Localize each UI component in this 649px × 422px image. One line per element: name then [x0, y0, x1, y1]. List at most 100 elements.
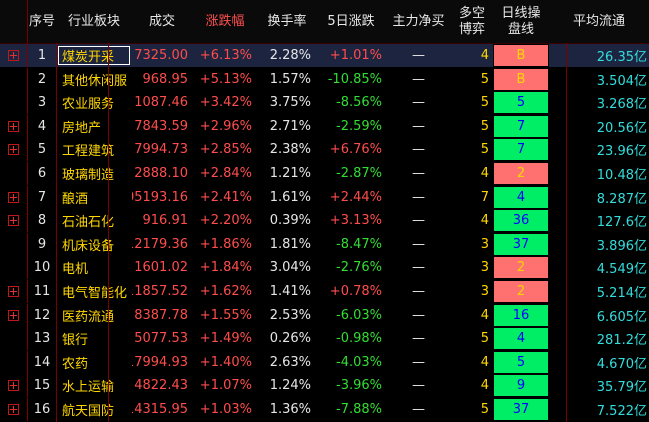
row-turnover: 1.57%	[269, 71, 311, 87]
row-expand-cell[interactable]	[0, 303, 28, 327]
row-sector-name[interactable]: 银行	[62, 333, 89, 349]
row-expand-cell[interactable]	[0, 114, 28, 138]
row-expand-cell	[0, 350, 28, 374]
row-avg-float: 4.670亿	[596, 356, 647, 372]
row-sector-name[interactable]: 其他休闲服	[62, 73, 128, 89]
row-avg-float: 3.268亿	[596, 97, 647, 113]
daily-signal-badge: B	[493, 44, 549, 67]
daily-signal-badge: 5	[493, 91, 549, 115]
row-expand-cell[interactable]	[0, 374, 28, 398]
table-row[interactable]: 12 医药流通 8387.78 +1.55% 2.53% -6.03% — 4 16 6.605亿	[0, 303, 649, 327]
row-change-pct: +1.55%	[199, 307, 252, 323]
header-volume[interactable]: 成交	[148, 13, 175, 29]
row-long-short: 4	[480, 213, 489, 229]
table-row[interactable]: 4 房地产 7843.59 +2.96% 2.71% -2.59% — 5 7 20.56亿	[0, 114, 649, 138]
expand-plus-icon[interactable]	[8, 309, 19, 321]
header-long-short[interactable]: 多空 博弈	[451, 0, 493, 43]
row-seq: 14	[33, 354, 51, 370]
row-expand-cell[interactable]	[0, 138, 28, 162]
row-seq: 8	[37, 213, 47, 229]
row-sector-name[interactable]: 工程建筑	[62, 144, 115, 160]
row-sector-name[interactable]: 电气智能化	[62, 286, 128, 301]
row-5day-change: -7.88%	[336, 402, 382, 417]
header-change-pct[interactable]: 涨跌幅	[205, 13, 245, 29]
row-avg-float: 3.504亿	[596, 73, 647, 89]
header-main-net-buy[interactable]: 主力净买	[392, 13, 445, 29]
daily-signal-badge: 5	[493, 350, 549, 374]
row-long-short: 7	[480, 189, 489, 205]
header-sector[interactable]: 行业板块	[67, 13, 120, 29]
row-sector-name[interactable]: 农业服务	[62, 97, 115, 113]
row-daily-line-cell: 4	[493, 185, 549, 209]
row-sector-name[interactable]: 煤炭开采	[56, 44, 132, 67]
expand-plus-icon[interactable]	[8, 404, 19, 415]
table-row[interactable]: 9 机床设备 12179.36 +1.86% 1.81% -8.47% — 3 37 3.896亿	[0, 232, 649, 256]
row-volume: 14315.95	[132, 402, 188, 417]
row-sector-name[interactable]: 玻璃制造	[62, 168, 115, 183]
row-turnover: 1.24%	[269, 378, 311, 394]
row-long-short: 4	[480, 48, 489, 63]
row-sector-name[interactable]: 水上运输	[62, 380, 115, 396]
row-daily-line-cell: 7	[493, 114, 549, 138]
table-row[interactable]: 6 玻璃制造 2888.10 +2.84% 1.21% -2.87% — 4 2 10.48亿	[0, 162, 649, 185]
row-change-pct: +1.84%	[199, 260, 252, 276]
row-change-pct: +2.20%	[199, 213, 252, 229]
row-main-net-buy: —	[412, 307, 425, 323]
row-sector-name[interactable]: 机床设备	[62, 238, 115, 254]
header-turnover[interactable]: 换手率	[267, 13, 307, 29]
table-row[interactable]: 10 电机 1601.02 +1.84% 3.04% -2.76% — 3 2 4.549亿	[0, 256, 649, 280]
table-row[interactable]: 15 水上运输 4822.43 +1.07% 1.24% -3.96% — 4 9 35.79亿	[0, 374, 649, 398]
daily-signal-badge: 36	[493, 209, 549, 233]
row-sector-name[interactable]: 电机	[62, 262, 89, 278]
expand-plus-icon[interactable]	[8, 215, 19, 227]
expand-plus-icon[interactable]	[8, 144, 19, 156]
expand-plus-icon[interactable]	[8, 286, 19, 297]
row-avg-float: 4.549亿	[596, 262, 647, 278]
expand-plus-icon[interactable]	[8, 380, 19, 392]
daily-signal-badge: B	[493, 67, 549, 91]
header-daily-line[interactable]: 日线操 盘线	[493, 0, 549, 43]
row-sector-name[interactable]: 医药流通	[62, 309, 115, 325]
row-volume: 105193.16	[132, 189, 188, 205]
row-turnover: 3.75%	[269, 95, 311, 111]
table-row[interactable]: 8 石油石化 916.91 +2.20% 0.39% +3.13% — 4 36 127.6亿	[0, 209, 649, 233]
row-expand-cell	[0, 232, 28, 256]
row-sector-name[interactable]: 酿酒	[62, 191, 89, 207]
header-seq[interactable]: 序号	[28, 13, 55, 29]
expand-plus-icon[interactable]	[8, 191, 19, 203]
table-row[interactable]: 13 银行 5077.53 +1.49% 0.26% -0.98% — 5 4 281.2亿	[0, 327, 649, 351]
row-expand-cell[interactable]	[0, 209, 28, 233]
row-long-short: 4	[480, 354, 489, 370]
row-main-net-buy: —	[412, 142, 425, 158]
table-row[interactable]: 11 电气智能化 11857.52 +1.62% 1.41% +0.78% — 3 2 5.214…	[0, 280, 649, 303]
row-expand-cell[interactable]	[0, 280, 28, 303]
expand-plus-icon[interactable]	[8, 50, 19, 61]
row-sector-name[interactable]: 房地产	[62, 120, 102, 136]
row-sector-name[interactable]: 航天国防	[62, 404, 115, 419]
table-row[interactable]: 7酿酒105193.16+2.41%1.61%+2.44%—748.287亿	[0, 185, 649, 209]
table-row[interactable]: 5 工程建筑 7994.73 +2.85% 2.38% +6.76% —5 7 23.96亿	[0, 138, 649, 162]
row-daily-line-cell: 37	[493, 398, 549, 421]
table-row[interactable]: 1 煤炭开采 7325.00 +6.13% 2.28% +1.01% — 4 B 26.35亿	[0, 44, 649, 67]
row-long-short: 3	[480, 236, 489, 252]
table-row[interactable]: 16 航天国防 14315.95 +1.03% 1.36% -7.88% — 5 37 7.522…	[0, 398, 649, 421]
row-5day-change: -8.47%	[336, 236, 382, 252]
daily-signal-badge: 7	[493, 114, 549, 138]
row-expand-cell[interactable]	[0, 398, 28, 421]
header-expand	[0, 0, 28, 43]
row-5day-change: +2.44%	[329, 189, 382, 205]
row-sector-name[interactable]: 石油石化	[62, 215, 115, 231]
row-sector-name[interactable]: 农药	[62, 356, 89, 372]
row-expand-cell[interactable]	[0, 44, 28, 67]
table-row[interactable]: 3 农业服务 1087.46 +3.42% 3.75% -8.56% — 5 5 3.268亿	[0, 91, 649, 115]
daily-signal-badge: 7	[493, 138, 549, 162]
expand-plus-icon[interactable]	[8, 120, 19, 132]
row-5day-change: -8.56%	[336, 95, 382, 111]
header-5day-change[interactable]: 5日涨跌	[327, 13, 375, 29]
row-daily-line-cell: 4	[493, 327, 549, 351]
row-expand-cell[interactable]	[0, 185, 28, 209]
header-avg-float[interactable]: 平均流通	[572, 13, 625, 29]
table-row[interactable]: 14 农药 17994.93 +1.40% 2.63% -4.03% — 4 5 4.670亿	[0, 350, 649, 374]
table-row[interactable]: 2 其他休闲服 968.95 +5.13% 1.57% -10.85% — 5 B 3.504亿	[0, 67, 649, 91]
row-long-short: 5	[480, 142, 489, 158]
